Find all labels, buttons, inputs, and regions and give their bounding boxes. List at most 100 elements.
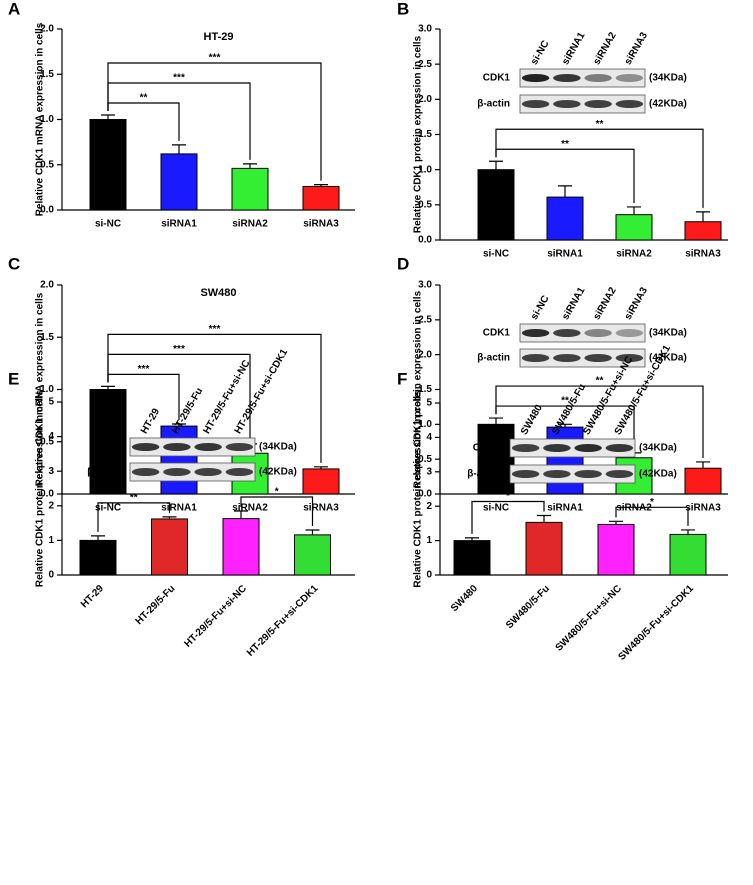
error-bar — [101, 114, 115, 120]
blot-band — [615, 100, 644, 108]
significance-bracket — [495, 385, 704, 458]
y-tick-label: 0.5 — [418, 199, 432, 210]
blot-lane-label: si-NC — [529, 294, 552, 322]
blot-band — [225, 468, 254, 476]
blot-band — [543, 444, 571, 452]
blot-lane-label: si-NC — [529, 39, 552, 67]
y-tick-label: 0.5 — [40, 436, 54, 447]
blot-band — [584, 329, 612, 337]
error-bar — [537, 514, 551, 523]
significance-label: ** — [596, 376, 604, 387]
blot-strip — [519, 323, 646, 343]
x-tick-label: SW480/5-Fu+si-NC — [554, 583, 624, 653]
error-bar — [609, 520, 623, 525]
y-tick-label: 2 — [48, 500, 54, 511]
blot-band — [574, 470, 602, 478]
blot-lane-label: siRNA1 — [560, 285, 588, 322]
blot-strip — [129, 462, 256, 482]
significance-label: ** — [561, 396, 569, 407]
blot-band — [131, 443, 160, 451]
y-tick-label: 1.0 — [418, 164, 432, 175]
blot-protein-label: CDK1 — [473, 443, 501, 454]
bar — [684, 221, 722, 241]
blot-protein-label: β-actin — [477, 99, 510, 110]
significance-bracket — [615, 506, 689, 526]
significance-label: ** — [561, 139, 569, 150]
bar — [79, 539, 117, 576]
blot-band — [163, 443, 191, 451]
blot-band — [553, 74, 581, 82]
x-tick-label: HT-29 — [79, 583, 106, 610]
x-tick-label: siRNA3 — [303, 503, 339, 514]
y-tick-label: 2.0 — [40, 280, 54, 291]
blot-protein-label: β-actin — [87, 467, 120, 478]
x-tick-label: SW480 — [449, 583, 480, 614]
bar — [477, 169, 515, 241]
chart-title: SW480 — [200, 287, 236, 299]
x-tick-label: siRNA2 — [616, 503, 652, 514]
blot-band — [521, 74, 550, 82]
panel-letter: B — [397, 0, 409, 18]
significance-label: *** — [209, 324, 221, 335]
blot-size-label: (42KDa) — [259, 467, 297, 478]
bar — [302, 185, 340, 211]
x-tick-label: siRNA1 — [161, 503, 197, 514]
x-tick-label: si-NC — [483, 503, 509, 514]
x-tick-label: SW480/5-Fu+si-CDK1 — [616, 583, 696, 663]
significance-label: *** — [138, 364, 150, 375]
error-bar — [162, 516, 177, 519]
blot-size-label: (34KDa) — [649, 328, 687, 339]
bar — [294, 534, 331, 576]
error-bar — [489, 160, 503, 170]
y-tick-label: 1.5 — [40, 332, 54, 343]
error-bar — [91, 535, 105, 541]
x-tick-label: siRNA1 — [547, 249, 583, 260]
significance-label: * — [650, 497, 654, 508]
error-bar — [172, 144, 186, 154]
blot-band — [225, 443, 254, 451]
bar — [302, 468, 340, 495]
bar — [477, 423, 515, 495]
y-tick-label: 0.0 — [40, 205, 54, 216]
x-tick-label: siRNA2 — [232, 503, 268, 514]
blot-band — [521, 329, 550, 337]
y-tick-label: 1 — [426, 535, 432, 546]
y-tick-label: 3 — [426, 466, 432, 477]
panel-letter: D — [397, 254, 409, 273]
significance-bracket — [240, 496, 314, 527]
y-axis-label: Relative CDK1 protein expression in cell… — [413, 390, 424, 588]
chart-title: HT-29 — [204, 31, 234, 43]
bar — [89, 389, 127, 495]
bar — [151, 518, 188, 576]
y-axis-label: Relative CDK1 protein expression in cell… — [413, 35, 424, 233]
error-bar — [696, 461, 710, 469]
y-tick-label: 1.5 — [418, 384, 432, 395]
x-tick-label: siRNA1 — [161, 219, 197, 230]
blot-protein-label: CDK1 — [93, 442, 121, 453]
y-tick-label: 2.5 — [418, 314, 432, 325]
x-tick-label: siRNA3 — [685, 249, 721, 260]
significance-label: *** — [173, 73, 185, 84]
x-tick-label: si-NC — [95, 503, 121, 514]
error-bar — [243, 163, 257, 169]
y-axis-label: Relative CDK1 mRNA expression in cells — [35, 22, 46, 216]
bar — [89, 119, 127, 211]
significance-label: ** — [130, 493, 138, 504]
bar — [222, 518, 260, 576]
error-bar — [172, 423, 186, 427]
blot-band — [194, 468, 222, 476]
blot-band — [163, 468, 191, 476]
blot-band — [615, 329, 644, 337]
significance-label: * — [506, 491, 510, 502]
y-tick-label: 0.0 — [418, 489, 432, 500]
blot-protein-label: β-actin — [467, 469, 500, 480]
bar — [546, 426, 584, 495]
x-tick-label: siRNA3 — [303, 219, 339, 230]
error-bar — [465, 537, 479, 541]
blot-band — [553, 100, 581, 108]
blot-band — [553, 329, 581, 337]
panel-letter: E — [8, 369, 19, 388]
blot-strip — [129, 437, 256, 457]
bar — [160, 153, 198, 211]
y-tick-label: 4 — [48, 431, 54, 442]
